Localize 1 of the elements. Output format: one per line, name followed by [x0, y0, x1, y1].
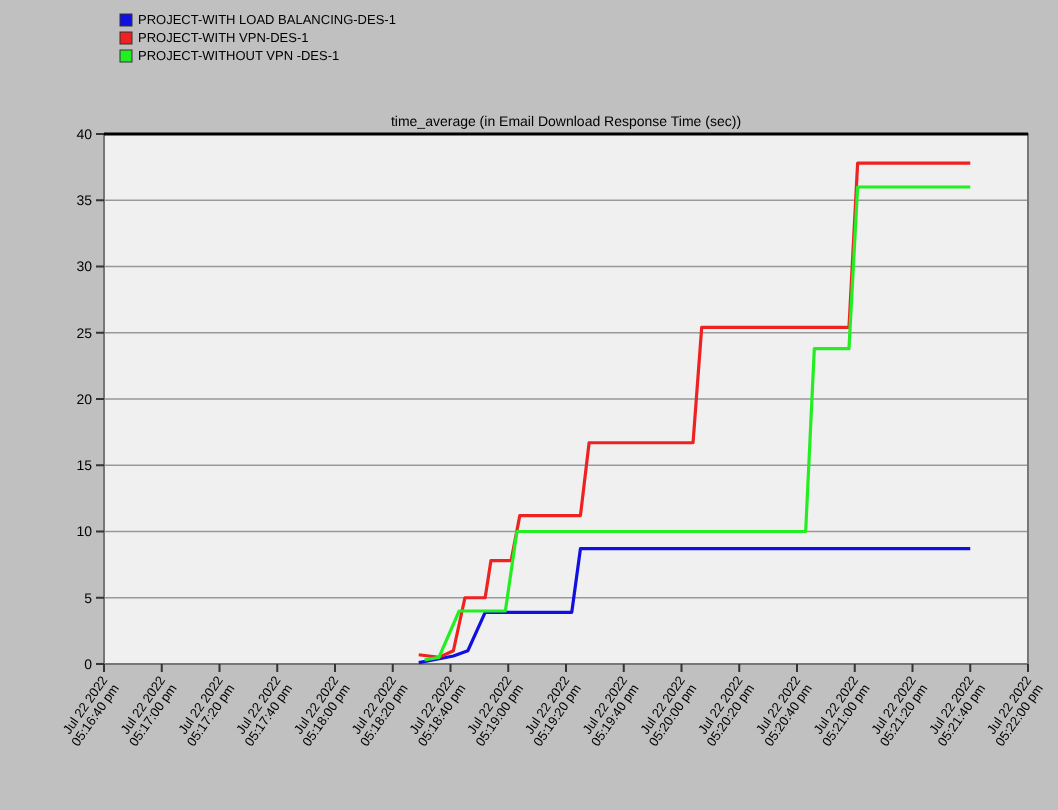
line-series [417, 547, 972, 665]
